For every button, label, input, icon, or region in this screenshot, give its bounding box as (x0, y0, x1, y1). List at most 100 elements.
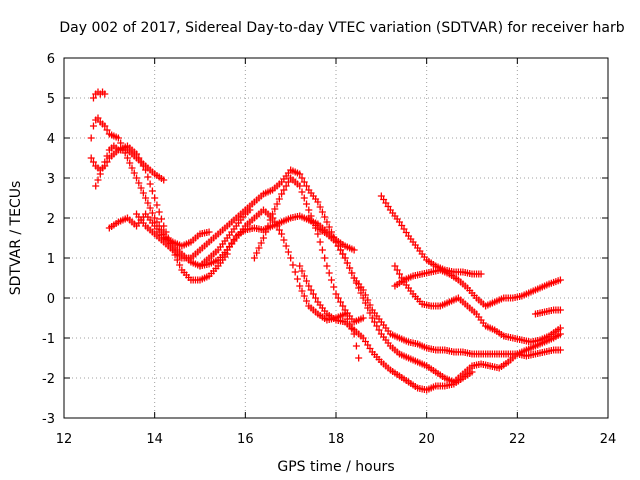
data-point (117, 139, 125, 147)
data-point (162, 228, 170, 236)
data-point (391, 262, 399, 270)
y-tick-label: 1 (47, 252, 55, 267)
x-tick-label: 22 (509, 432, 526, 447)
data-point (341, 310, 349, 318)
y-tick-label: 4 (47, 132, 55, 147)
data-point (556, 330, 564, 338)
data-point (373, 322, 381, 330)
data-point (393, 266, 401, 274)
data-point (114, 134, 122, 142)
data-point (371, 318, 379, 326)
data-point (144, 199, 152, 207)
data-point (89, 158, 97, 166)
data-point (255, 244, 263, 252)
series-arc-7 (250, 174, 367, 326)
data-point (153, 218, 161, 226)
data-point (341, 254, 349, 262)
data-point (468, 368, 476, 376)
data-point (300, 292, 308, 300)
data-point (144, 173, 152, 181)
data-point (334, 294, 342, 302)
data-point (291, 268, 299, 276)
data-point (289, 261, 297, 269)
data-point (253, 249, 261, 257)
y-tick-label: 6 (47, 52, 55, 67)
data-point (148, 209, 156, 217)
data-point (395, 270, 403, 278)
data-point (284, 248, 292, 256)
data-point (321, 254, 329, 262)
data-point (123, 154, 131, 162)
series-arc-10 (305, 214, 564, 386)
data-point (103, 126, 111, 134)
data-point (157, 215, 165, 223)
data-point (350, 274, 358, 282)
data-point (135, 179, 143, 187)
data-point (298, 287, 306, 295)
x-tick-label: 24 (600, 432, 617, 447)
y-tick-label: 0 (47, 292, 55, 307)
y-tick-label: -3 (42, 412, 55, 427)
axis-ticks (63, 57, 609, 419)
data-point (332, 290, 340, 298)
data-point (556, 276, 564, 284)
data-point (348, 269, 356, 277)
data-point (300, 194, 308, 202)
data-point (151, 214, 159, 222)
data-point (359, 294, 367, 302)
data-point (352, 342, 360, 350)
data-point (130, 169, 138, 177)
data-point (87, 154, 95, 162)
data-point (556, 306, 564, 314)
data-point (307, 286, 315, 294)
data-point (556, 324, 564, 332)
data-point (300, 272, 308, 280)
series-arc-15 (531, 306, 564, 318)
data-point (271, 205, 279, 213)
data-point (153, 201, 161, 209)
data-point (275, 226, 283, 234)
data-point (316, 203, 324, 211)
chart-title: Day 002 of 2017, Sidereal Day-to-day VTE… (59, 20, 624, 36)
data-point (303, 200, 311, 208)
data-point (282, 242, 290, 250)
data-point (259, 234, 267, 242)
y-tick-label: 5 (47, 92, 55, 107)
data-point (296, 282, 304, 290)
data-point (101, 158, 109, 166)
data-point (556, 346, 564, 354)
data-point (269, 214, 277, 222)
data-point (318, 208, 326, 216)
data-point (355, 354, 363, 362)
data-point (128, 164, 136, 172)
data-point (92, 182, 100, 190)
data-point (160, 222, 168, 230)
data-point (155, 208, 163, 216)
data-point (303, 277, 311, 285)
data-point (325, 269, 333, 277)
data-point (316, 238, 324, 246)
data-point (318, 246, 326, 254)
data-point (89, 122, 97, 130)
data-point (146, 204, 154, 212)
data-point (126, 159, 134, 167)
data-point (151, 194, 159, 202)
data-point (284, 178, 292, 186)
series-arc-11 (296, 262, 476, 394)
data-point (332, 238, 340, 246)
data-point (87, 134, 95, 142)
data-point (352, 279, 360, 287)
data-point (477, 270, 485, 278)
data-point (368, 314, 376, 322)
data-point (298, 267, 306, 275)
data-point (103, 152, 111, 160)
x-tick-label: 18 (328, 432, 345, 447)
data-point (296, 182, 304, 190)
series-arc-13 (391, 262, 564, 346)
data-point (293, 275, 301, 283)
data-point (305, 282, 313, 290)
data-point (337, 246, 345, 254)
data-point (305, 206, 313, 214)
data-point (355, 284, 363, 292)
